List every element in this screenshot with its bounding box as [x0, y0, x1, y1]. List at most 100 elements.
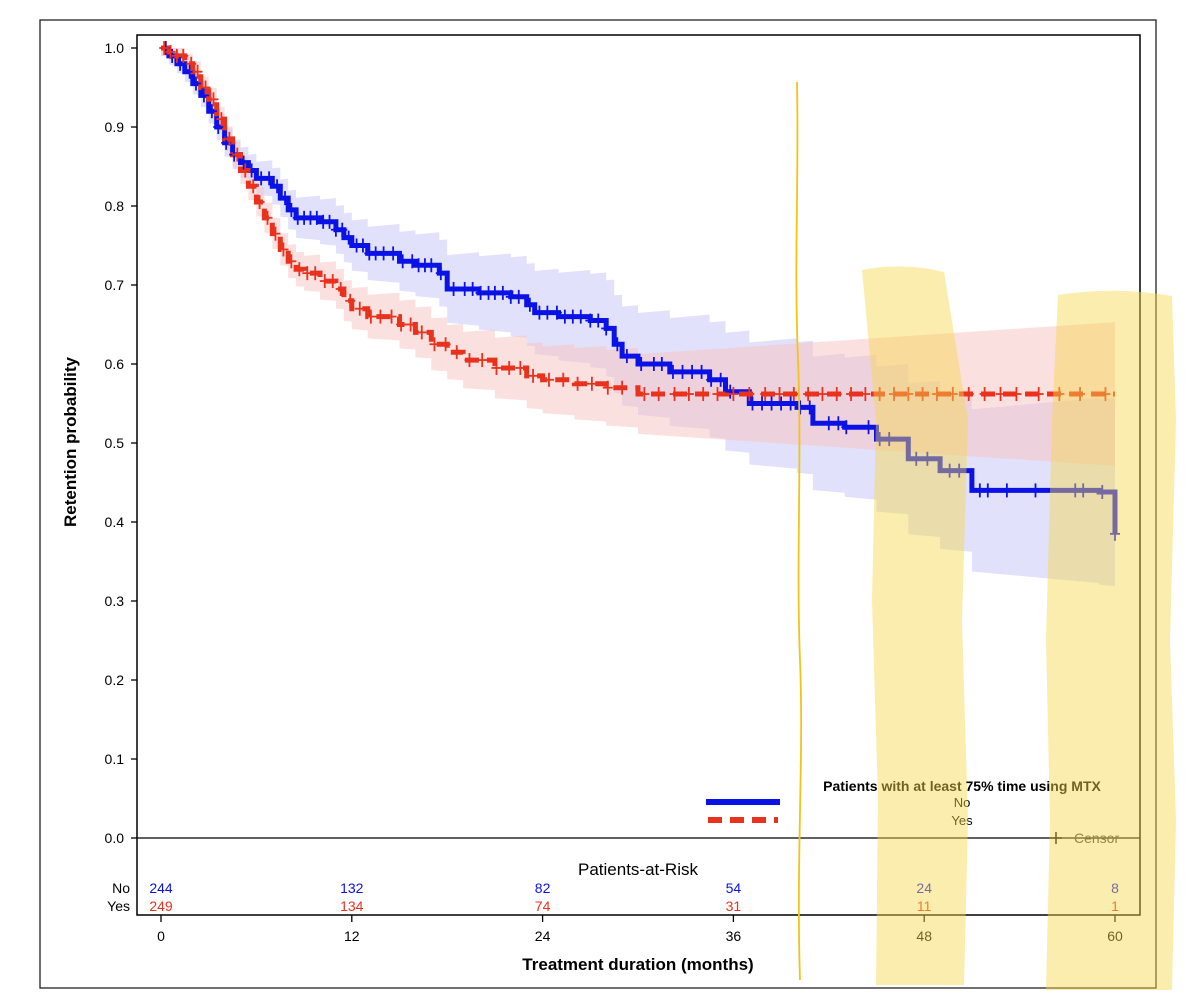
censor-mark-no	[524, 297, 535, 312]
censor-mark-no	[311, 210, 322, 225]
censor-mark-no	[378, 246, 389, 261]
censor-mark-yes	[803, 387, 814, 402]
at-risk-title: Patients-at-Risk	[578, 860, 698, 879]
censor-mark-no	[272, 179, 283, 194]
censor-mark-yes	[365, 309, 376, 324]
y-tick-label: 0.9	[105, 119, 125, 135]
censor-mark-no	[706, 372, 717, 387]
at-risk-count-yes: 134	[340, 898, 364, 914]
censor-mark-yes	[178, 48, 189, 63]
censor-mark-no	[776, 396, 787, 411]
at-risk-row-label-no: No	[112, 880, 130, 896]
legend: Patients with at least 75% time using MT…	[706, 778, 1119, 846]
censor-mark-no	[687, 364, 698, 379]
censor-mark-yes	[1054, 387, 1065, 402]
censor-mark-no	[833, 416, 844, 431]
censor-mark-yes	[192, 64, 203, 79]
censor-mark-yes	[817, 387, 828, 402]
censor-mark-yes	[232, 147, 243, 162]
censor-mark-yes	[208, 92, 219, 107]
censor-mark-yes	[602, 380, 613, 395]
censor-mark-no	[407, 254, 418, 269]
censor-mark-yes	[995, 387, 1006, 402]
y-tick-label: 0.8	[105, 198, 125, 214]
censor-mark-no	[715, 372, 726, 387]
censor-mark-yes	[617, 380, 628, 395]
at-risk-count-yes: 31	[726, 898, 742, 914]
censor-mark-no	[190, 76, 201, 91]
censor-mark-yes	[1100, 387, 1111, 402]
censor-mark-no	[785, 396, 796, 411]
confidence-band-yes	[161, 48, 1115, 466]
censor-mark-no	[874, 432, 885, 447]
censor-mark-yes	[286, 254, 297, 269]
censor-mark-no	[497, 285, 508, 300]
censor-mark-yes	[165, 44, 176, 59]
censor-mark-no	[621, 349, 632, 364]
censor-mark-yes	[931, 387, 942, 402]
at-risk-count-yes: 74	[535, 898, 551, 914]
censor-mark-yes	[831, 387, 842, 402]
censor-mark-yes	[903, 387, 914, 402]
censor-mark-no	[397, 254, 408, 269]
censor-mark-yes	[335, 281, 346, 296]
censor-mark-yes	[1011, 387, 1022, 402]
censor-mark-no	[884, 432, 895, 447]
censor-mark-no	[696, 364, 707, 379]
censor-mark-yes	[416, 325, 427, 340]
patients-at-risk-table: Patients-at-Risk No Yes 244 132 82 54 24 8 249…	[107, 860, 1119, 914]
censor-mark-no	[175, 56, 186, 71]
y-tick-label: 0.3	[105, 593, 125, 609]
censor-mark-yes	[979, 387, 990, 402]
at-risk-count-no: 54	[726, 880, 742, 896]
censor-mark-yes	[860, 387, 871, 402]
censor-mark-no	[551, 305, 562, 320]
censor-mark-yes	[294, 262, 305, 277]
legend-label-no: No	[954, 795, 971, 810]
censor-mark-yes	[963, 387, 974, 402]
censor-mark-yes	[354, 301, 365, 316]
censor-mark-yes	[200, 80, 211, 95]
censor-marks	[159, 41, 1120, 541]
confidence-band-no	[161, 48, 1115, 628]
censor-mark-yes	[728, 387, 739, 402]
censor-mark-yes	[270, 226, 281, 241]
censor-mark-yes	[888, 387, 899, 402]
censor-mark-no	[513, 289, 524, 304]
x-tick-label: 60	[1107, 928, 1123, 944]
censor-mark-no	[766, 396, 777, 411]
censor-mark-yes	[159, 41, 170, 55]
y-axis: 0.0 0.1 0.2 0.3 0.4 0.5 0.6 0.7 0.8 0.9 1.0	[105, 40, 1140, 846]
censor-mark-no	[823, 416, 834, 431]
censor-mark-no	[198, 88, 209, 103]
censor-mark-yes	[683, 387, 694, 402]
censor-mark-no	[747, 396, 758, 411]
censor-mark-yes	[639, 387, 650, 402]
x-tick-label: 0	[157, 928, 165, 944]
censor-mark-yes	[224, 131, 235, 146]
y-tick-label: 0.5	[105, 435, 125, 451]
censor-mark-no	[448, 281, 459, 296]
censor-mark-no	[954, 463, 965, 478]
y-tick-label: 0.1	[105, 751, 125, 767]
censor-mark-yes	[386, 309, 397, 324]
at-risk-count-yes: 1	[1111, 898, 1119, 914]
plot-frame	[136, 34, 1141, 916]
censor-mark-yes	[396, 317, 407, 332]
y-tick-label: 0.6	[105, 356, 125, 372]
censor-mark-yes	[375, 309, 386, 324]
y-tick-label: 0.4	[105, 514, 125, 530]
censor-mark-yes	[240, 163, 251, 178]
censor-mark-yes	[947, 387, 958, 402]
censor-mark-yes	[543, 372, 554, 387]
censor-mark-yes	[788, 387, 799, 402]
censor-mark-yes	[515, 360, 526, 375]
at-risk-count-no: 8	[1111, 880, 1119, 896]
at-risk-count-no: 82	[535, 880, 551, 896]
censor-mark-no	[324, 214, 335, 229]
censor-mark-no	[795, 400, 806, 415]
legend-title: Patients with at least 75% time using MT…	[823, 778, 1101, 794]
censor-mark-yes	[653, 387, 664, 402]
y-tick-label: 0.2	[105, 672, 125, 688]
